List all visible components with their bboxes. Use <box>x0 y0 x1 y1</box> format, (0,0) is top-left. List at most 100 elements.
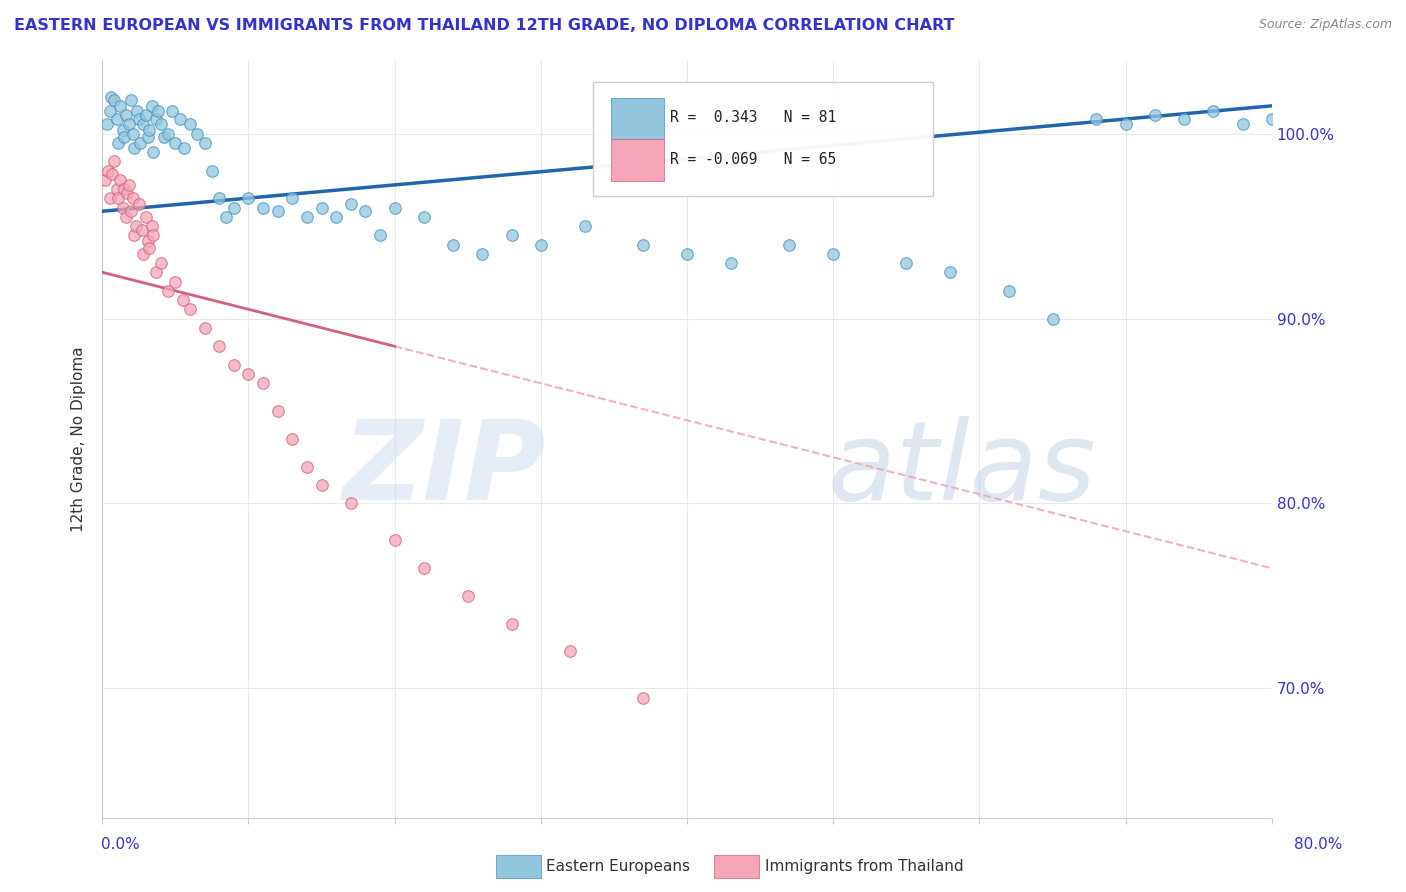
Point <box>222 201 245 215</box>
Point <box>169 112 191 126</box>
Point <box>142 228 165 243</box>
Point <box>471 247 494 261</box>
Point <box>142 145 165 159</box>
Point <box>156 284 179 298</box>
Point <box>939 265 962 279</box>
Point <box>136 130 159 145</box>
Point <box>125 219 148 233</box>
Point <box>98 191 121 205</box>
Point <box>128 197 150 211</box>
Point <box>720 256 742 270</box>
Point <box>266 404 288 418</box>
Point <box>252 201 274 215</box>
Point <box>107 136 129 150</box>
Point <box>94 173 117 187</box>
Point <box>100 89 122 103</box>
Point <box>122 191 145 205</box>
Point <box>135 108 157 122</box>
Point <box>325 210 347 224</box>
Point <box>676 247 699 261</box>
Point <box>1173 112 1195 126</box>
Point <box>574 219 596 233</box>
Text: ZIP: ZIP <box>343 416 547 523</box>
Point <box>108 99 131 113</box>
Point <box>457 589 479 603</box>
Point <box>149 117 172 131</box>
Point <box>631 237 654 252</box>
Point <box>354 204 377 219</box>
Point <box>98 104 121 119</box>
Point <box>115 186 138 200</box>
Point <box>138 241 160 255</box>
Point <box>97 163 120 178</box>
Point <box>172 293 194 307</box>
Point <box>501 228 523 243</box>
Point <box>1232 117 1254 131</box>
Point <box>208 191 231 205</box>
Point <box>112 182 135 196</box>
Point <box>117 117 139 131</box>
Point <box>105 182 128 196</box>
Point <box>208 339 231 353</box>
Point <box>896 256 918 270</box>
Point <box>193 320 215 334</box>
Point <box>114 108 136 122</box>
Point <box>103 93 125 107</box>
Point <box>186 127 208 141</box>
Text: 80.0%: 80.0% <box>1295 838 1343 852</box>
Text: R = -0.069   N = 65: R = -0.069 N = 65 <box>669 153 835 167</box>
Point <box>1305 112 1327 126</box>
Point <box>384 533 406 548</box>
Point <box>281 432 304 446</box>
Point <box>165 275 187 289</box>
Point <box>122 127 145 141</box>
Point <box>530 237 553 252</box>
Point <box>266 204 288 219</box>
Y-axis label: 12th Grade, No Diploma: 12th Grade, No Diploma <box>72 346 86 532</box>
Point <box>1085 112 1108 126</box>
Text: 0.0%: 0.0% <box>101 838 141 852</box>
Text: atlas: atlas <box>827 416 1097 523</box>
Point <box>193 136 215 150</box>
Point <box>149 256 172 270</box>
Point <box>117 178 139 193</box>
Point <box>295 459 318 474</box>
Point <box>311 478 333 492</box>
Text: Immigrants from Thailand: Immigrants from Thailand <box>765 859 963 873</box>
Text: Eastern Europeans: Eastern Europeans <box>546 859 689 873</box>
Point <box>222 358 245 372</box>
Point <box>412 210 434 224</box>
Point <box>124 228 146 243</box>
Point <box>201 163 224 178</box>
FancyBboxPatch shape <box>593 82 932 196</box>
Point <box>441 237 464 252</box>
Point <box>145 112 167 126</box>
Text: EASTERN EUROPEAN VS IMMIGRANTS FROM THAILAND 12TH GRADE, NO DIPLOMA CORRELATION : EASTERN EUROPEAN VS IMMIGRANTS FROM THAI… <box>14 18 955 33</box>
Point <box>631 690 654 705</box>
Point <box>131 223 153 237</box>
Point <box>132 117 155 131</box>
Point <box>156 127 179 141</box>
Point <box>1378 108 1400 122</box>
Point <box>162 104 184 119</box>
Point <box>238 191 260 205</box>
Point <box>105 112 128 126</box>
Point <box>120 204 142 219</box>
Point <box>127 104 149 119</box>
Point <box>103 154 125 169</box>
Point <box>1275 108 1298 122</box>
Point <box>384 201 406 215</box>
Point <box>112 130 135 145</box>
Point <box>997 284 1019 298</box>
Text: R =  0.343   N = 81: R = 0.343 N = 81 <box>669 111 835 126</box>
Point <box>129 136 152 150</box>
Point <box>179 302 201 317</box>
Point <box>145 265 167 279</box>
Point <box>1289 117 1312 131</box>
Point <box>173 141 195 155</box>
Point <box>339 197 361 211</box>
Point <box>96 117 118 131</box>
Point <box>107 191 129 205</box>
Point <box>1202 104 1225 119</box>
Point <box>135 210 157 224</box>
